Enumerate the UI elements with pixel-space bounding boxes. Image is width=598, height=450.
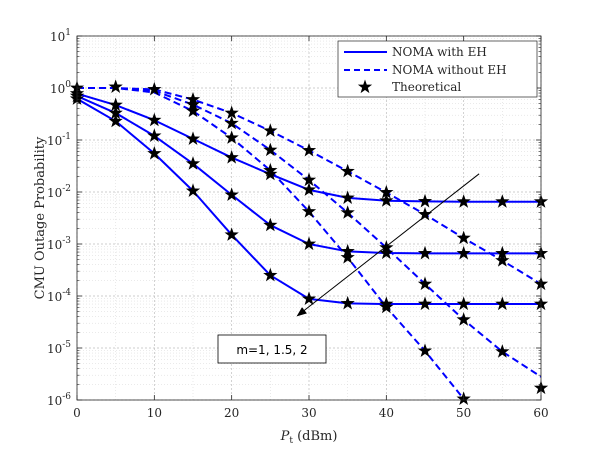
theoretical-star-marker xyxy=(417,245,433,260)
annotation: m=1, 1.5, 2 xyxy=(217,173,480,364)
theoretical-star-marker xyxy=(185,156,201,170)
theoretical-star-marker xyxy=(224,150,239,164)
theoretical-star-marker xyxy=(456,245,471,260)
theoretical-star-marker xyxy=(379,245,394,260)
y-tick-labels: 101 100 10-1 10-2 10-3 10-4 10-5 10-6 xyxy=(47,28,71,408)
theoretical-star-marker xyxy=(495,194,510,208)
theoretical-star-marker xyxy=(147,81,162,96)
theoretical-star-marker xyxy=(340,250,355,264)
theoretical-star-marker xyxy=(456,194,471,208)
theoretical-star-marker xyxy=(224,105,239,120)
theoretical-star-marker xyxy=(108,105,123,120)
legend-label-theoretical: Theoretical xyxy=(392,80,461,94)
theoretical-star-marker xyxy=(301,291,317,305)
legend-label-noma-without-eh: NOMA without EH xyxy=(392,63,507,77)
theoretical-star-marker xyxy=(495,296,510,311)
theoretical-star-marker xyxy=(379,240,394,254)
annotation-box xyxy=(217,334,327,364)
theoretical-star-marker xyxy=(417,193,433,208)
theoretical-star-marker xyxy=(301,236,317,251)
y-tick-label: 10-6 xyxy=(47,392,71,408)
theoretical-star-marker xyxy=(263,267,278,282)
x-tick-label: 20 xyxy=(224,406,239,420)
legend-star-icon xyxy=(357,79,373,94)
theoretical-star-marker xyxy=(417,206,433,221)
y-tick-label: 10-5 xyxy=(47,340,71,356)
theoretical-star-marker xyxy=(417,296,433,311)
x-tick-label: 40 xyxy=(379,406,394,420)
legend: NOMA with EH NOMA without EH Theoretical xyxy=(337,40,538,98)
theoretical-star-marker xyxy=(147,128,162,142)
theoretical-star-marker xyxy=(224,227,239,241)
x-tick-label: 0 xyxy=(73,406,81,420)
theoretical-star-marker xyxy=(108,97,123,112)
y-tick-label: 10-2 xyxy=(47,184,71,200)
theoretical-star-marker xyxy=(495,253,510,267)
theoretical-star-marker xyxy=(456,296,471,311)
theoretical-star-marker xyxy=(263,162,278,177)
theoretical-star-marker xyxy=(301,172,317,187)
y-tick-label: 100 xyxy=(50,80,71,96)
theoretical-star-marker xyxy=(263,166,278,181)
x-tick-label: 50 xyxy=(456,406,471,420)
theoretical-star-marker xyxy=(340,163,355,178)
legend-label-noma-with-eh: NOMA with EH xyxy=(392,45,487,59)
theoretical-star-marker xyxy=(224,130,239,144)
theoretical-star-marker xyxy=(340,190,355,204)
theoretical-star-marker xyxy=(379,184,394,199)
annotation-text: m=1, 1.5, 2 xyxy=(236,343,307,357)
theoretical-star-marker xyxy=(301,142,317,157)
theoretical-star-marker xyxy=(495,344,510,358)
y-tick-label: 101 xyxy=(50,28,71,44)
x-tick-label: 30 xyxy=(301,406,316,420)
y-tick-label: 10-3 xyxy=(47,236,71,252)
theoretical-star-marker xyxy=(108,79,123,93)
x-tick-labels: 0 10 20 30 40 50 60 xyxy=(73,406,548,420)
theoretical-star-marker xyxy=(495,245,510,260)
theoretical-star-marker xyxy=(340,205,355,219)
axis-ticks xyxy=(76,35,542,401)
x-tick-label: 10 xyxy=(147,406,162,420)
annotation-arrow xyxy=(296,173,480,317)
theoretical-star-marker xyxy=(301,204,317,218)
y-axis-label: CMU Outage Probability xyxy=(33,136,48,299)
theoretical-star-marker xyxy=(185,131,201,145)
theoretical-star-marker xyxy=(108,113,123,128)
theoretical-star-marker xyxy=(301,182,317,196)
legend-star-marker xyxy=(357,79,373,94)
theoretical-star-marker xyxy=(147,146,162,160)
y-tick-label: 10-4 xyxy=(47,288,71,304)
theoretical-star-marker xyxy=(263,217,278,232)
theoretical-star-marker xyxy=(417,343,433,357)
theoretical-star-marker xyxy=(379,193,394,207)
y-tick-label: 10-1 xyxy=(47,132,71,148)
theoretical-star-marker xyxy=(224,115,239,130)
theoretical-star-marker xyxy=(185,183,201,197)
theoretical-star-marker xyxy=(224,187,239,201)
x-axis-label: Pt (dBm) xyxy=(280,429,338,446)
theoretical-star-marker xyxy=(340,295,355,310)
x-tick-label: 60 xyxy=(533,406,548,420)
theoretical-star-marker xyxy=(263,142,278,157)
theoretical-star-marker xyxy=(147,112,162,127)
legend-box xyxy=(337,40,538,98)
theoretical-star-marker xyxy=(263,123,278,137)
theoretical-star-marker xyxy=(379,299,394,314)
theoretical-star-marker xyxy=(456,312,471,326)
theoretical-star-marker xyxy=(417,276,433,291)
theoretical-star-marker xyxy=(456,230,471,245)
theoretical-star-marker xyxy=(185,103,201,118)
